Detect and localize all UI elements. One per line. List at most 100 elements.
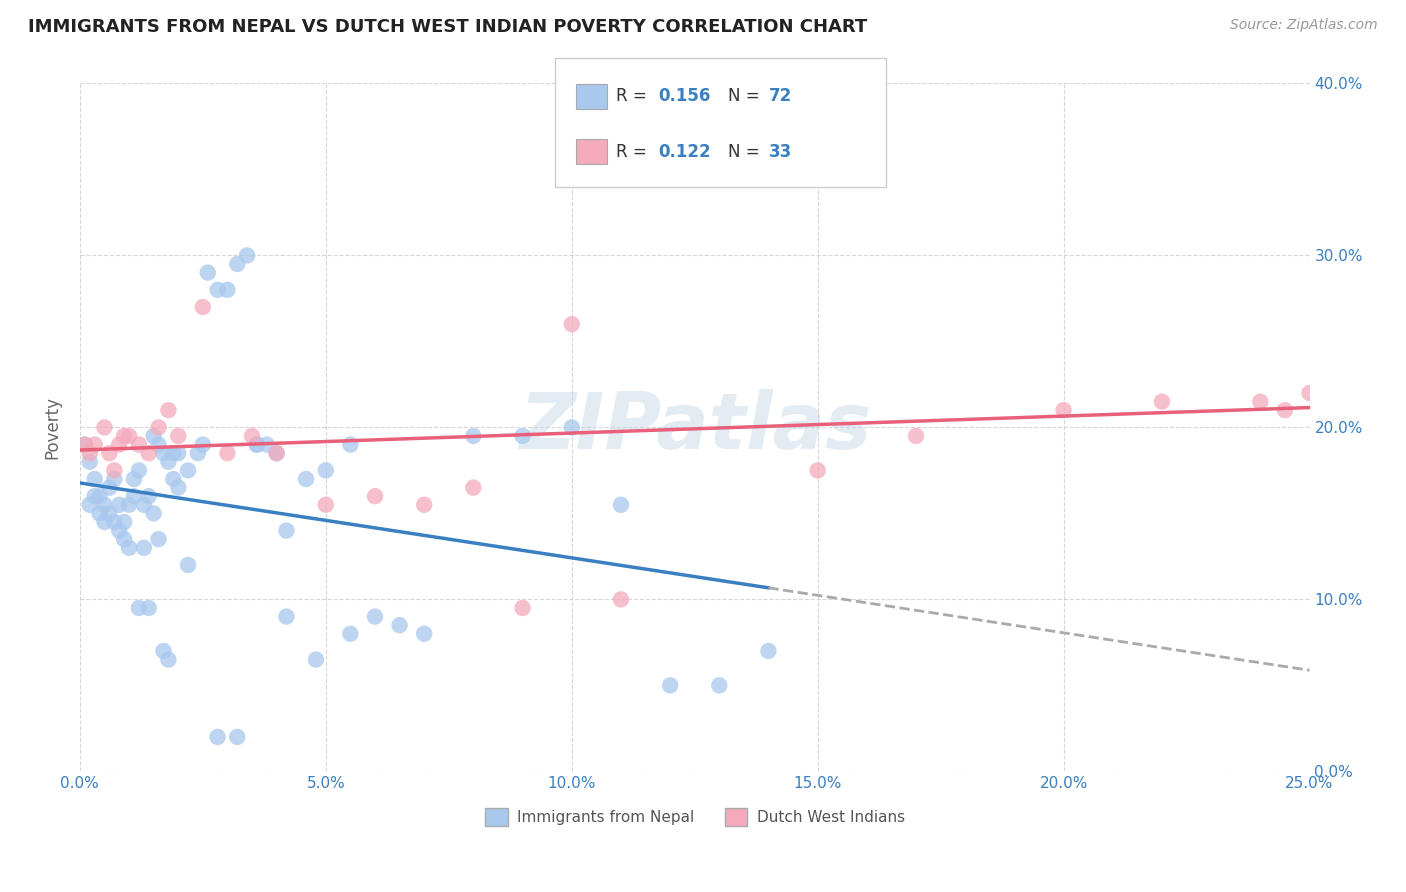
Point	[246, 437, 269, 451]
Point	[413, 627, 436, 641]
Point	[89, 507, 111, 521]
Point	[339, 437, 361, 451]
Point	[266, 446, 288, 460]
Point	[226, 257, 249, 271]
Point	[79, 455, 101, 469]
Point	[217, 446, 239, 460]
Point	[112, 429, 135, 443]
Point	[112, 532, 135, 546]
Point	[1298, 386, 1320, 401]
Point	[512, 429, 534, 443]
Point	[305, 652, 328, 666]
Point	[191, 300, 214, 314]
Point	[276, 524, 298, 538]
Point	[83, 437, 105, 451]
Text: IMMIGRANTS FROM NEPAL VS DUTCH WEST INDIAN POVERTY CORRELATION CHART: IMMIGRANTS FROM NEPAL VS DUTCH WEST INDI…	[28, 18, 868, 36]
Point	[73, 437, 96, 451]
Point	[315, 463, 337, 477]
Point	[98, 481, 121, 495]
Point	[128, 601, 150, 615]
Point	[98, 507, 121, 521]
Point	[73, 437, 96, 451]
Point	[295, 472, 318, 486]
Point	[246, 437, 269, 451]
Point	[122, 489, 145, 503]
Point	[108, 498, 131, 512]
Point	[132, 541, 155, 555]
Point	[276, 609, 298, 624]
Point	[108, 524, 131, 538]
Point	[112, 515, 135, 529]
Text: N =: N =	[728, 143, 765, 161]
Point	[463, 429, 485, 443]
Point	[157, 455, 180, 469]
Point	[122, 472, 145, 486]
Point	[162, 446, 184, 460]
Text: R =: R =	[616, 143, 652, 161]
Point	[463, 481, 485, 495]
Point	[1052, 403, 1074, 417]
Point	[1150, 394, 1173, 409]
Point	[142, 507, 165, 521]
Point	[364, 609, 387, 624]
Point	[128, 437, 150, 451]
Point	[364, 489, 387, 503]
Point	[240, 429, 263, 443]
Legend: Immigrants from Nepal, Dutch West Indians: Immigrants from Nepal, Dutch West Indian…	[478, 802, 911, 832]
Point	[236, 248, 259, 262]
Point	[108, 437, 131, 451]
Point	[1274, 403, 1296, 417]
Point	[148, 437, 170, 451]
Point	[758, 644, 780, 658]
Point	[167, 481, 190, 495]
Point	[98, 446, 121, 460]
Point	[207, 283, 229, 297]
Point	[157, 403, 180, 417]
Point	[93, 498, 115, 512]
Point	[162, 472, 184, 486]
Point	[197, 266, 219, 280]
Point	[118, 498, 141, 512]
Point	[118, 429, 141, 443]
Point	[128, 463, 150, 477]
Text: 33: 33	[769, 143, 793, 161]
Point	[138, 489, 160, 503]
Point	[167, 446, 190, 460]
Point	[388, 618, 411, 632]
Text: 0.122: 0.122	[658, 143, 710, 161]
Point	[512, 601, 534, 615]
Point	[132, 498, 155, 512]
Point	[561, 317, 583, 331]
Point	[187, 446, 209, 460]
Point	[167, 429, 190, 443]
Point	[157, 652, 180, 666]
Text: Source: ZipAtlas.com: Source: ZipAtlas.com	[1230, 18, 1378, 32]
Text: R =: R =	[616, 87, 652, 105]
Point	[177, 463, 200, 477]
Point	[142, 429, 165, 443]
Point	[561, 420, 583, 434]
Point	[152, 446, 174, 460]
Point	[266, 446, 288, 460]
Point	[256, 437, 278, 451]
Point	[79, 446, 101, 460]
Point	[659, 678, 682, 692]
Point	[83, 489, 105, 503]
Point	[1249, 394, 1271, 409]
Point	[93, 420, 115, 434]
Text: 0.156: 0.156	[658, 87, 710, 105]
Text: N =: N =	[728, 87, 765, 105]
Point	[207, 730, 229, 744]
Point	[103, 472, 125, 486]
Point	[709, 678, 731, 692]
Point	[610, 498, 633, 512]
Point	[103, 463, 125, 477]
Point	[93, 515, 115, 529]
Point	[79, 498, 101, 512]
Point	[148, 420, 170, 434]
Point	[148, 532, 170, 546]
Point	[610, 592, 633, 607]
Point	[191, 437, 214, 451]
Point	[339, 627, 361, 641]
Point	[177, 558, 200, 572]
